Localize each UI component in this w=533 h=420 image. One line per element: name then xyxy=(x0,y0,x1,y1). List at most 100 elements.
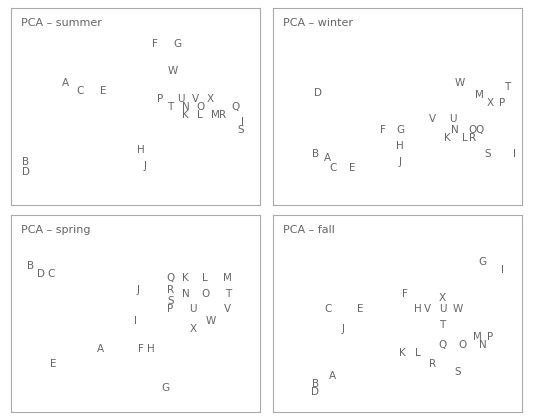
Text: C: C xyxy=(77,86,84,96)
Text: U: U xyxy=(189,304,197,314)
Text: I: I xyxy=(513,149,516,159)
Text: D: D xyxy=(37,269,45,279)
Text: L: L xyxy=(203,273,208,283)
Text: B: B xyxy=(312,149,319,159)
Text: W: W xyxy=(453,304,463,314)
Text: F: F xyxy=(138,344,143,354)
Text: G: G xyxy=(478,257,487,267)
Text: M: M xyxy=(223,273,232,283)
Text: O: O xyxy=(201,289,209,299)
Text: C: C xyxy=(324,304,332,314)
Text: X: X xyxy=(207,94,214,104)
Text: F: F xyxy=(379,125,385,135)
Text: I: I xyxy=(134,316,137,326)
Text: K: K xyxy=(182,273,189,283)
Text: J: J xyxy=(144,161,147,171)
Text: C: C xyxy=(47,269,54,279)
Text: U: U xyxy=(449,113,456,123)
Text: Q: Q xyxy=(166,273,174,283)
Text: X: X xyxy=(189,324,197,334)
Text: G: G xyxy=(396,125,404,135)
Text: Q: Q xyxy=(438,340,447,350)
Text: N: N xyxy=(182,102,189,112)
Text: I: I xyxy=(501,265,504,275)
Text: D: D xyxy=(22,167,30,177)
Text: D: D xyxy=(313,88,322,98)
Text: N: N xyxy=(451,125,459,135)
Text: L: L xyxy=(415,348,421,357)
Text: J: J xyxy=(341,324,344,334)
Text: PCA – fall: PCA – fall xyxy=(282,225,335,235)
Text: P: P xyxy=(499,98,505,108)
Text: M: M xyxy=(475,90,484,100)
Text: U: U xyxy=(176,94,184,104)
Text: P: P xyxy=(487,332,493,342)
Text: R: R xyxy=(469,133,476,143)
Text: W: W xyxy=(455,78,465,88)
Text: S: S xyxy=(484,149,491,159)
Text: W: W xyxy=(168,66,178,76)
Text: K: K xyxy=(399,348,406,357)
Text: J: J xyxy=(399,157,401,167)
Text: J: J xyxy=(136,285,140,295)
Text: A: A xyxy=(329,371,336,381)
Text: X: X xyxy=(439,292,446,302)
Text: R: R xyxy=(167,285,174,295)
Text: E: E xyxy=(50,360,56,370)
Text: M: M xyxy=(211,110,220,120)
Text: T: T xyxy=(504,82,511,92)
Text: A: A xyxy=(62,78,69,88)
Text: A: A xyxy=(97,344,104,354)
Text: PCA – spring: PCA – spring xyxy=(21,225,90,235)
Text: N: N xyxy=(479,340,486,350)
Text: H: H xyxy=(147,344,155,354)
Text: PCA – summer: PCA – summer xyxy=(21,18,101,28)
Text: O: O xyxy=(469,125,477,135)
Text: R: R xyxy=(429,360,436,370)
Text: T: T xyxy=(225,289,231,299)
Text: O: O xyxy=(458,340,466,350)
Text: B: B xyxy=(27,261,34,271)
Text: T: T xyxy=(439,320,446,330)
Text: B: B xyxy=(312,379,319,389)
Text: R: R xyxy=(219,110,227,120)
Text: E: E xyxy=(100,86,106,96)
Text: H: H xyxy=(414,304,422,314)
Text: E: E xyxy=(349,163,356,173)
Text: I: I xyxy=(241,118,244,128)
Text: K: K xyxy=(444,133,451,143)
Text: M: M xyxy=(473,332,482,342)
Text: B: B xyxy=(22,157,29,167)
Text: A: A xyxy=(324,153,331,163)
Text: O: O xyxy=(196,102,205,112)
Text: E: E xyxy=(357,304,364,314)
Text: G: G xyxy=(161,383,169,393)
Text: C: C xyxy=(329,163,336,173)
Text: U: U xyxy=(439,304,446,314)
Text: V: V xyxy=(224,304,231,314)
Text: H: H xyxy=(396,141,404,151)
Text: S: S xyxy=(237,125,244,135)
Text: Q: Q xyxy=(476,125,484,135)
Text: V: V xyxy=(424,304,431,314)
Text: F: F xyxy=(152,39,158,49)
Text: L: L xyxy=(198,110,203,120)
Text: S: S xyxy=(454,367,461,377)
Text: PCA – winter: PCA – winter xyxy=(282,18,353,28)
Text: W: W xyxy=(205,316,215,326)
Text: P: P xyxy=(157,94,164,104)
Text: F: F xyxy=(402,289,408,299)
Text: T: T xyxy=(167,102,174,112)
Text: X: X xyxy=(486,98,494,108)
Text: S: S xyxy=(167,297,174,307)
Text: D: D xyxy=(311,387,319,397)
Text: V: V xyxy=(429,113,436,123)
Text: P: P xyxy=(167,304,174,314)
Text: N: N xyxy=(182,289,189,299)
Text: L: L xyxy=(462,133,468,143)
Text: Q: Q xyxy=(231,102,239,112)
Text: V: V xyxy=(192,94,199,104)
Text: G: G xyxy=(174,39,182,49)
Text: K: K xyxy=(182,110,189,120)
Text: H: H xyxy=(136,145,144,155)
